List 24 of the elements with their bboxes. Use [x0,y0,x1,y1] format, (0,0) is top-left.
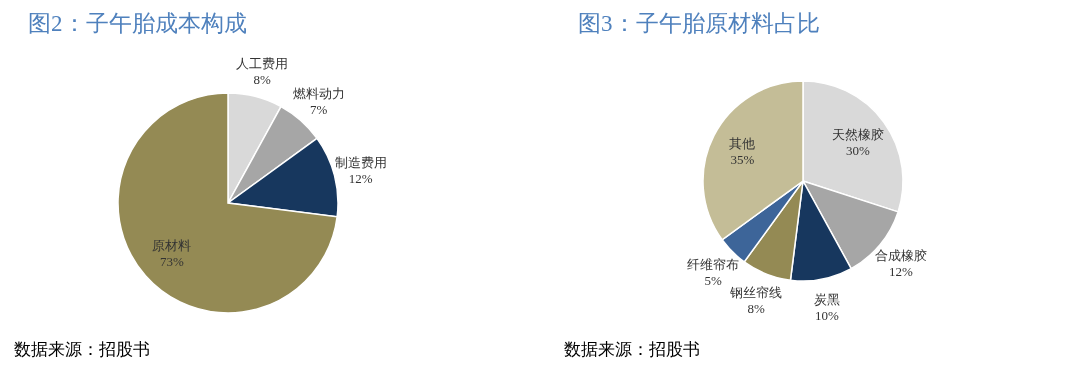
chart-title: 图2：子午胎成本构成 [28,10,248,38]
slice-label: 人工费用 [236,56,289,72]
slice-label: 制造费用 [334,154,387,170]
source-note: 数据来源：招股书 [14,339,151,361]
data-label: 73% [159,254,184,270]
slice-label: 其他 [729,136,756,152]
data-label: 30% [846,143,871,159]
slice-label: 合成橡胶 [874,247,927,263]
source-note: 数据来源：招股书 [564,339,701,361]
data-label: 7% [309,102,328,118]
slice-label: 纤维帘布 [687,256,740,272]
data-label: 12% [888,263,913,279]
data-label: 8% [747,301,766,317]
slice-label: 炭黑 [813,291,840,307]
data-label: 8% [253,72,271,88]
slice-label: 燃料动力 [292,86,345,102]
chart-title: 图3：子午胎原材料占比 [578,10,821,38]
slice-label: 天然橡胶 [832,127,885,143]
slice-label: 钢丝帘线 [729,285,783,301]
data-label: 35% [730,152,755,168]
data-label: 10% [814,307,839,323]
data-label: 5% [704,272,723,288]
slice-label: 原材料 [152,238,192,254]
data-label: 12% [348,170,373,186]
